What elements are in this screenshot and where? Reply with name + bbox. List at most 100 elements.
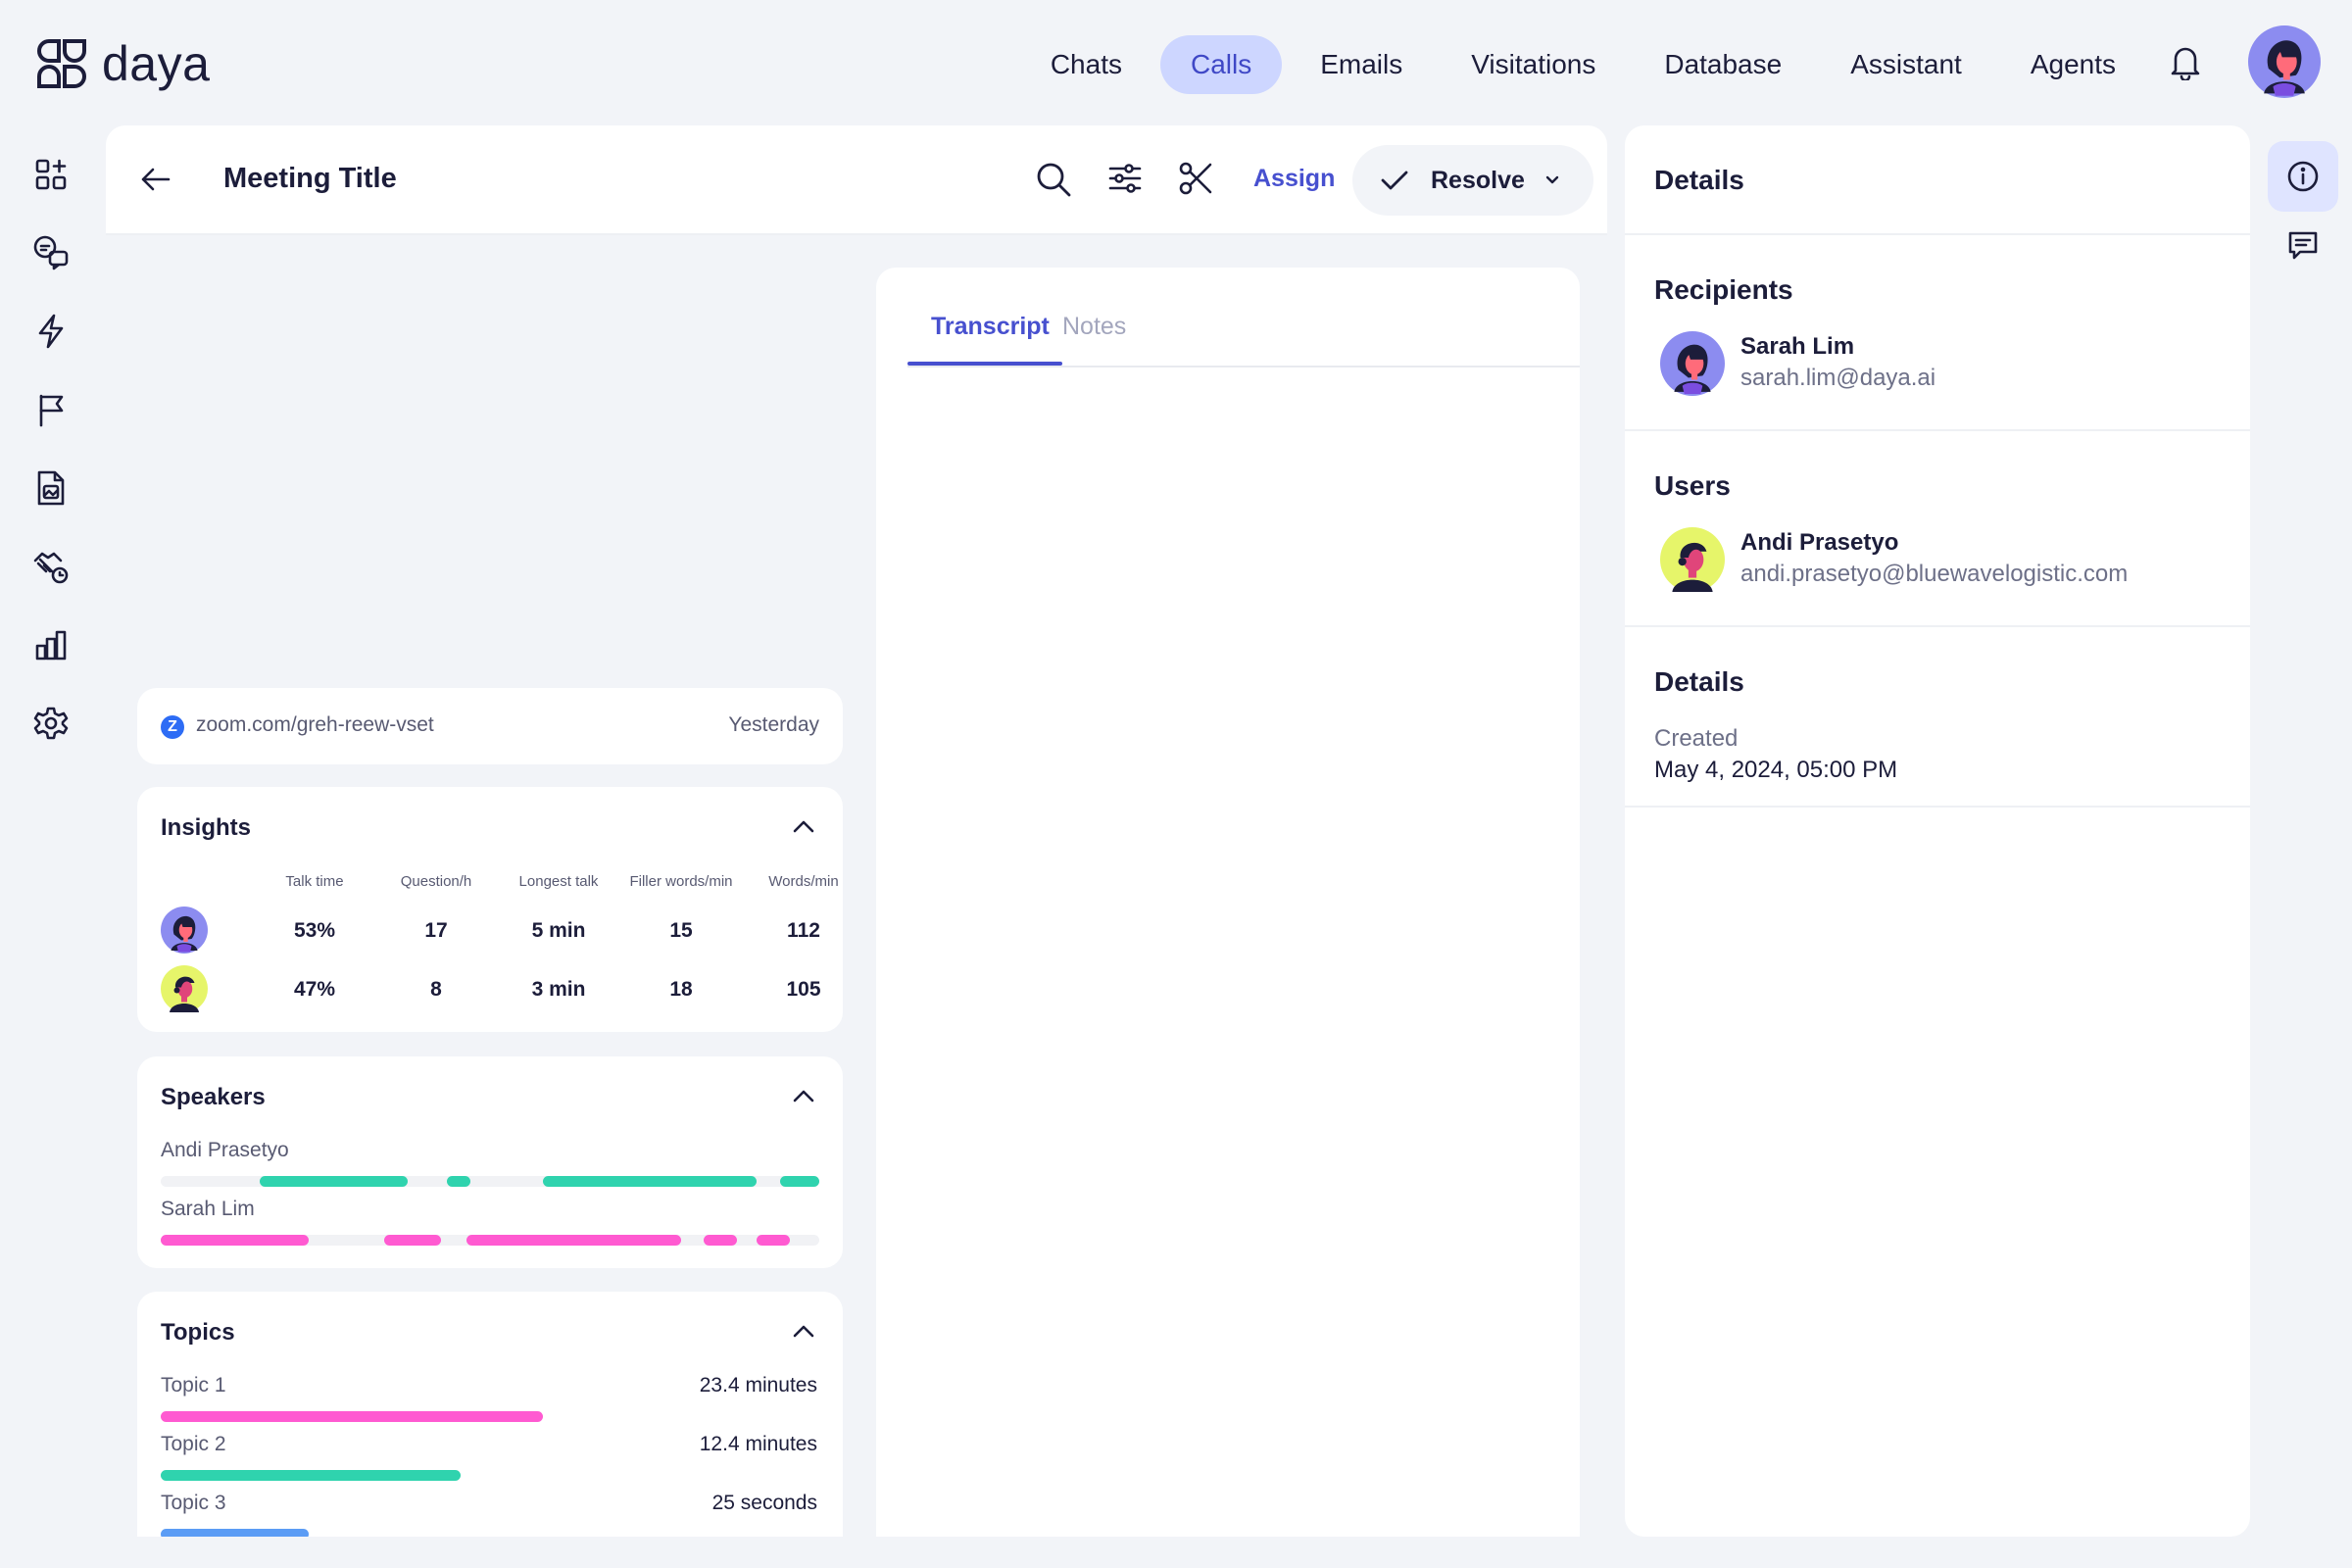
checkmark-icon xyxy=(1381,171,1408,190)
recipients-section: Recipients Sarah Lim sarah.lim@daya.ai xyxy=(1625,235,2250,431)
topic-name: Topic 2 xyxy=(161,1433,226,1455)
nav-database[interactable]: Database xyxy=(1664,49,1783,79)
speaker-timeline[interactable] xyxy=(161,1176,819,1187)
speaker-segment[interactable] xyxy=(466,1235,681,1246)
user-name[interactable]: Andi Prasetyo xyxy=(1740,529,1899,556)
lightning-icon[interactable] xyxy=(29,310,73,353)
nav-emails[interactable]: Emails xyxy=(1320,49,1403,79)
meeting-date: Yesterday xyxy=(728,713,819,736)
nav-visitations[interactable]: Visitations xyxy=(1471,49,1596,79)
comment-icon[interactable] xyxy=(2268,210,2338,280)
users-title: Users xyxy=(1654,470,1731,501)
flag-icon[interactable] xyxy=(29,388,73,431)
details-panel: Details Recipients Sarah Lim sarah.lim@d… xyxy=(1625,125,2250,1537)
topics-card: Topics Topic 1 23.4 minutes Topic 2 12.4… xyxy=(137,1292,843,1537)
speaker-segment[interactable] xyxy=(259,1176,408,1187)
info-icon[interactable] xyxy=(2268,141,2338,212)
created-value: May 4, 2024, 05:00 PM xyxy=(1654,757,1898,783)
speaker-name: Andi Prasetyo xyxy=(161,1139,289,1161)
app-logo[interactable]: daya xyxy=(35,35,210,92)
speaker-segment[interactable] xyxy=(757,1235,790,1246)
avatar xyxy=(161,965,208,1012)
avatar xyxy=(161,906,208,954)
tab-notes[interactable]: Notes xyxy=(1062,313,1127,340)
insights-cell: 112 xyxy=(787,919,820,942)
nav-chats[interactable]: Chats xyxy=(1050,49,1122,79)
insights-cell: 105 xyxy=(786,978,821,1001)
insights-card: Insights Talk time Question/h Longest ta… xyxy=(137,787,843,1032)
speaker-segment[interactable] xyxy=(384,1235,441,1246)
speaker-name: Sarah Lim xyxy=(161,1198,255,1220)
insights-col-header: Filler words/min xyxy=(629,873,733,890)
topic-duration: 23.4 minutes xyxy=(699,1374,817,1396)
insights-cell: 15 xyxy=(669,919,693,942)
topics-title: Topics xyxy=(161,1319,235,1346)
bell-icon[interactable] xyxy=(2168,43,2203,80)
app-name: daya xyxy=(102,36,211,91)
speaker-segment[interactable] xyxy=(542,1176,758,1187)
resolve-label: Resolve xyxy=(1431,167,1525,194)
user-avatar[interactable] xyxy=(2248,25,2321,98)
recipient-name[interactable]: Sarah Lim xyxy=(1740,333,1855,360)
bar-chart-icon[interactable] xyxy=(29,623,73,666)
speaker-segment[interactable] xyxy=(779,1176,819,1187)
handshake-icon[interactable] xyxy=(29,545,73,588)
speakers-title: Speakers xyxy=(161,1084,266,1110)
top-navigation: Chats Calls Emails Visitations Database … xyxy=(1020,35,2146,94)
speaker-segment[interactable] xyxy=(704,1235,737,1246)
insights-cell: 8 xyxy=(430,978,442,1001)
speaker-timeline[interactable] xyxy=(161,1235,819,1246)
call-main-panel: Meeting Title Assign Resolve xyxy=(106,125,1607,1537)
back-arrow-icon[interactable] xyxy=(139,163,172,196)
zoom-icon: Z xyxy=(161,715,184,739)
avatar xyxy=(1660,331,1725,396)
user-email[interactable]: andi.prasetyo@bluewavelogistic.com xyxy=(1740,561,2129,587)
meta-section: Details Created May 4, 2024, 05:00 PM xyxy=(1625,627,2250,808)
topic-name: Topic 1 xyxy=(161,1374,226,1396)
speaker-segment[interactable] xyxy=(447,1176,470,1187)
meta-title: Details xyxy=(1654,666,1744,697)
assign-button[interactable]: Assign xyxy=(1253,165,1336,192)
topic-duration: 25 seconds xyxy=(711,1492,817,1514)
report-icon[interactable] xyxy=(29,466,73,510)
insights-col-header: Longest talk xyxy=(518,873,599,890)
insights-cell: 53% xyxy=(293,919,336,942)
chevron-up-icon[interactable] xyxy=(792,818,815,834)
tab-transcript[interactable]: Transcript xyxy=(931,313,1050,340)
conversations-icon[interactable] xyxy=(29,231,73,274)
nav-calls[interactable]: Calls xyxy=(1159,35,1283,94)
insights-col-header: Question/h xyxy=(400,873,472,890)
scissors-icon[interactable] xyxy=(1178,161,1213,196)
call-header: Meeting Title Assign Resolve xyxy=(106,125,1607,235)
chevron-down-icon xyxy=(1545,175,1559,184)
topic-bar[interactable] xyxy=(161,1411,543,1422)
created-label: Created xyxy=(1654,725,1739,752)
details-title: Details xyxy=(1654,165,1744,195)
daya-logo-icon xyxy=(37,39,86,88)
transcript-panel: Transcript Notes xyxy=(876,268,1580,1537)
chevron-up-icon[interactable] xyxy=(792,1088,815,1103)
topic-bar[interactable] xyxy=(161,1529,310,1537)
meeting-link[interactable]: zoom.com/greh-reew-vset xyxy=(196,713,434,736)
resolve-dropdown-button[interactable]: Resolve xyxy=(1352,145,1593,216)
topic-bar[interactable] xyxy=(161,1470,461,1481)
details-header: Details xyxy=(1625,125,2250,235)
transcript-tabs: Transcript Notes xyxy=(907,268,1580,368)
settings-gear-icon[interactable] xyxy=(29,702,73,745)
recipients-title: Recipients xyxy=(1654,274,1793,305)
topic-duration: 12.4 minutes xyxy=(699,1433,817,1455)
nav-agents[interactable]: Agents xyxy=(2030,49,2116,79)
meeting-link-card[interactable]: Z zoom.com/greh-reew-vset Yesterday xyxy=(137,688,843,764)
insights-cell: 18 xyxy=(669,978,693,1001)
speaker-segment[interactable] xyxy=(161,1235,310,1246)
insights-cell: 47% xyxy=(293,978,336,1001)
insights-title: Insights xyxy=(161,814,252,841)
dashboard-icon[interactable] xyxy=(29,153,73,196)
chevron-up-icon[interactable] xyxy=(792,1323,815,1339)
filter-sliders-icon[interactable] xyxy=(1107,161,1143,196)
search-icon[interactable] xyxy=(1035,161,1072,198)
recipient-email[interactable]: sarah.lim@daya.ai xyxy=(1740,365,1936,391)
meeting-title: Meeting Title xyxy=(223,163,397,194)
nav-assistant[interactable]: Assistant xyxy=(1850,49,1962,79)
active-tab-indicator xyxy=(907,362,1062,366)
